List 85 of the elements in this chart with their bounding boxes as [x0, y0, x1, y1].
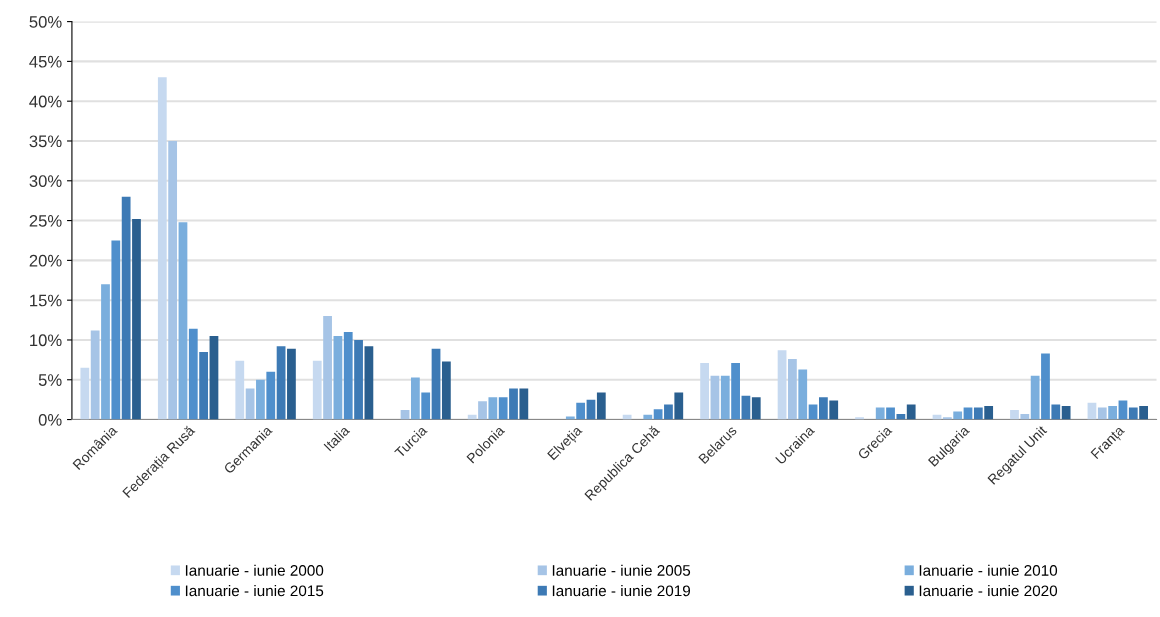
bar	[973, 407, 983, 420]
bar	[441, 361, 451, 420]
bar	[1041, 353, 1050, 420]
bar	[751, 397, 761, 420]
bar	[519, 388, 529, 420]
bar	[188, 328, 198, 420]
y-tick-label: 5%	[38, 374, 62, 386]
bar	[1139, 406, 1148, 420]
bar	[121, 196, 131, 420]
bar	[1051, 404, 1061, 420]
bar	[266, 371, 276, 420]
y-tick-label: 25%	[29, 214, 62, 227]
legend-label: Ianuarie - iunie 2000	[185, 564, 324, 576]
bar	[80, 367, 90, 420]
y-tick-label: 0%	[38, 413, 62, 426]
bar	[896, 413, 906, 420]
bar	[720, 375, 730, 420]
bar	[788, 359, 797, 420]
bar	[1020, 413, 1030, 420]
bar	[431, 348, 441, 420]
legend-label: Ianuarie - iunie 2015	[185, 584, 324, 597]
bar	[664, 404, 673, 420]
bar	[1010, 410, 1019, 420]
bar	[596, 392, 606, 420]
bar	[333, 335, 343, 420]
y-tick-label: 10%	[30, 334, 62, 347]
bar	[256, 379, 265, 420]
y-tick-label: 15%	[30, 294, 62, 307]
bar	[906, 404, 916, 420]
bar	[731, 363, 740, 420]
bar	[953, 411, 963, 420]
bar	[354, 339, 363, 420]
bar	[700, 363, 709, 420]
bar	[178, 222, 188, 420]
bar	[478, 401, 487, 420]
bar	[157, 77, 167, 420]
bar	[576, 402, 586, 420]
bar	[886, 407, 895, 420]
y-tick-label: 50%	[29, 16, 62, 28]
y-tick-label: 20%	[29, 254, 62, 267]
bar	[364, 346, 374, 420]
bar	[312, 360, 322, 420]
bar	[498, 397, 508, 420]
bar	[421, 392, 431, 420]
bar	[509, 388, 518, 420]
legend-label: Ianuarie - iunie 2005	[552, 564, 691, 576]
bar	[343, 332, 353, 420]
bar	[710, 375, 720, 420]
bar	[111, 240, 121, 420]
bar	[276, 346, 286, 420]
bar	[287, 348, 296, 420]
y-tick-label: 45%	[29, 55, 62, 68]
bar	[323, 316, 332, 420]
bar	[132, 218, 141, 420]
bar	[168, 140, 178, 420]
bar	[1128, 407, 1138, 420]
legend-label: Ianuarie - iunie 2010	[919, 564, 1058, 576]
bar	[90, 330, 100, 420]
bar	[1030, 375, 1040, 420]
y-tick-label: 40%	[29, 95, 62, 108]
bar	[875, 407, 885, 420]
bar	[1097, 407, 1107, 420]
bar	[819, 397, 828, 420]
y-tick-label: 30%	[29, 175, 62, 187]
bar	[1118, 400, 1128, 420]
legend-label: Ianuarie - iunie 2020	[919, 584, 1058, 597]
bar	[808, 404, 818, 420]
legend-label: Ianuarie - iunie 2019	[552, 584, 691, 597]
bar	[1108, 406, 1118, 420]
bar	[235, 360, 245, 420]
bar	[488, 397, 498, 420]
y-tick-label: 35%	[29, 135, 62, 148]
bar	[798, 369, 808, 420]
bar	[777, 350, 787, 420]
bar	[1061, 406, 1071, 420]
bar	[199, 351, 209, 420]
bar	[653, 409, 663, 420]
bar	[565, 416, 575, 420]
bar	[984, 406, 994, 420]
bar	[829, 400, 839, 420]
x-tick-label: Italia	[323, 424, 351, 452]
bar	[101, 284, 110, 420]
bar	[410, 377, 420, 420]
bar	[674, 392, 684, 420]
bar	[209, 335, 219, 420]
